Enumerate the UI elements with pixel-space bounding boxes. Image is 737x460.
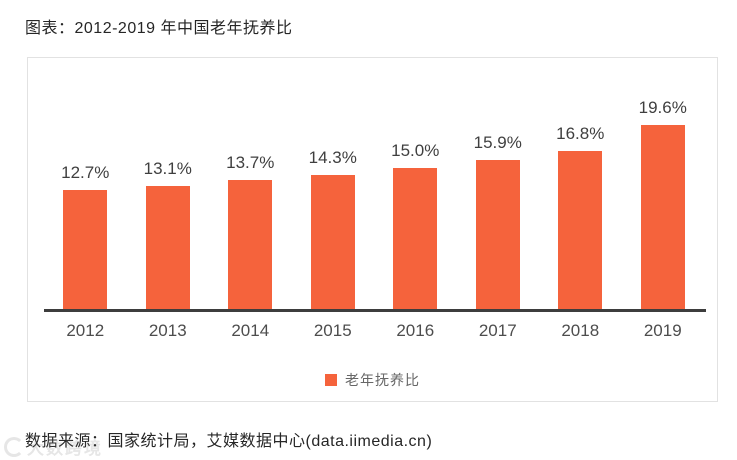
bar-column-2019: 19.6% xyxy=(622,58,705,309)
x-tick-2015: 2015 xyxy=(313,321,352,340)
bar-column-2012: 12.7% xyxy=(44,58,127,309)
bar-value-label-2013: 13.1% xyxy=(143,158,192,178)
bar-value-label-2016: 15.0% xyxy=(391,141,440,160)
bar-2017 xyxy=(475,159,520,309)
bar-column-2016: 15.0% xyxy=(374,58,457,309)
source-text: 数据来源：国家统计局，艾媒数据中心(data.iimedia.cn) xyxy=(25,433,433,450)
bar-value-label-2014: 13.7% xyxy=(226,153,275,173)
x-tick-2019: 2019 xyxy=(643,321,682,340)
x-tick-2017: 2017 xyxy=(478,321,517,340)
x-tick-2013: 2013 xyxy=(148,321,187,340)
legend: 老年抚养比 xyxy=(28,370,717,390)
legend-label: 老年抚养比 xyxy=(345,372,420,388)
bar-2013 xyxy=(145,185,190,309)
x-tick-2012: 2012 xyxy=(66,321,105,340)
bar-2014 xyxy=(228,180,273,309)
legend-swatch xyxy=(325,374,337,386)
chart-frame: 12.7% 13.1% 13.7% 14.3% 15.0% 15.9% 16.8% 19.6%… xyxy=(27,57,718,402)
bar-2015 xyxy=(310,174,355,309)
bar-column-2013: 13.1% xyxy=(127,58,210,309)
x-axis-line xyxy=(44,309,706,312)
bar-value-label-2012: 12.7% xyxy=(61,162,110,182)
bar-value-label-2015: 14.3% xyxy=(308,147,357,167)
bar-column-2017: 15.9% xyxy=(457,58,540,309)
x-axis-labels: 2012 2013 2014 2015 2016 2017 2018 2019 xyxy=(44,321,704,341)
watermark-logo-icon xyxy=(4,436,24,457)
x-tick-2014: 2014 xyxy=(231,321,270,340)
bar-2018 xyxy=(558,151,603,309)
plot-area: 12.7% 13.1% 13.7% 14.3% 15.0% 15.9% 16.8% 19.6% xyxy=(44,58,704,309)
bar-2016 xyxy=(393,168,438,309)
x-tick-2016: 2016 xyxy=(396,321,435,340)
bar-2012 xyxy=(63,189,108,309)
bar-value-label-2019: 19.6% xyxy=(638,97,687,117)
chart-title: 图表：2012-2019 年中国老年抚养比 xyxy=(25,20,293,37)
bar-column-2018: 16.8% xyxy=(539,58,622,309)
bar-2019 xyxy=(640,124,685,309)
x-tick-2018: 2018 xyxy=(561,321,600,340)
bar-column-2015: 14.3% xyxy=(292,58,375,309)
bar-value-label-2018: 16.8% xyxy=(556,124,605,144)
bar-value-label-2017: 15.9% xyxy=(473,132,522,152)
bar-column-2014: 13.7% xyxy=(209,58,292,309)
